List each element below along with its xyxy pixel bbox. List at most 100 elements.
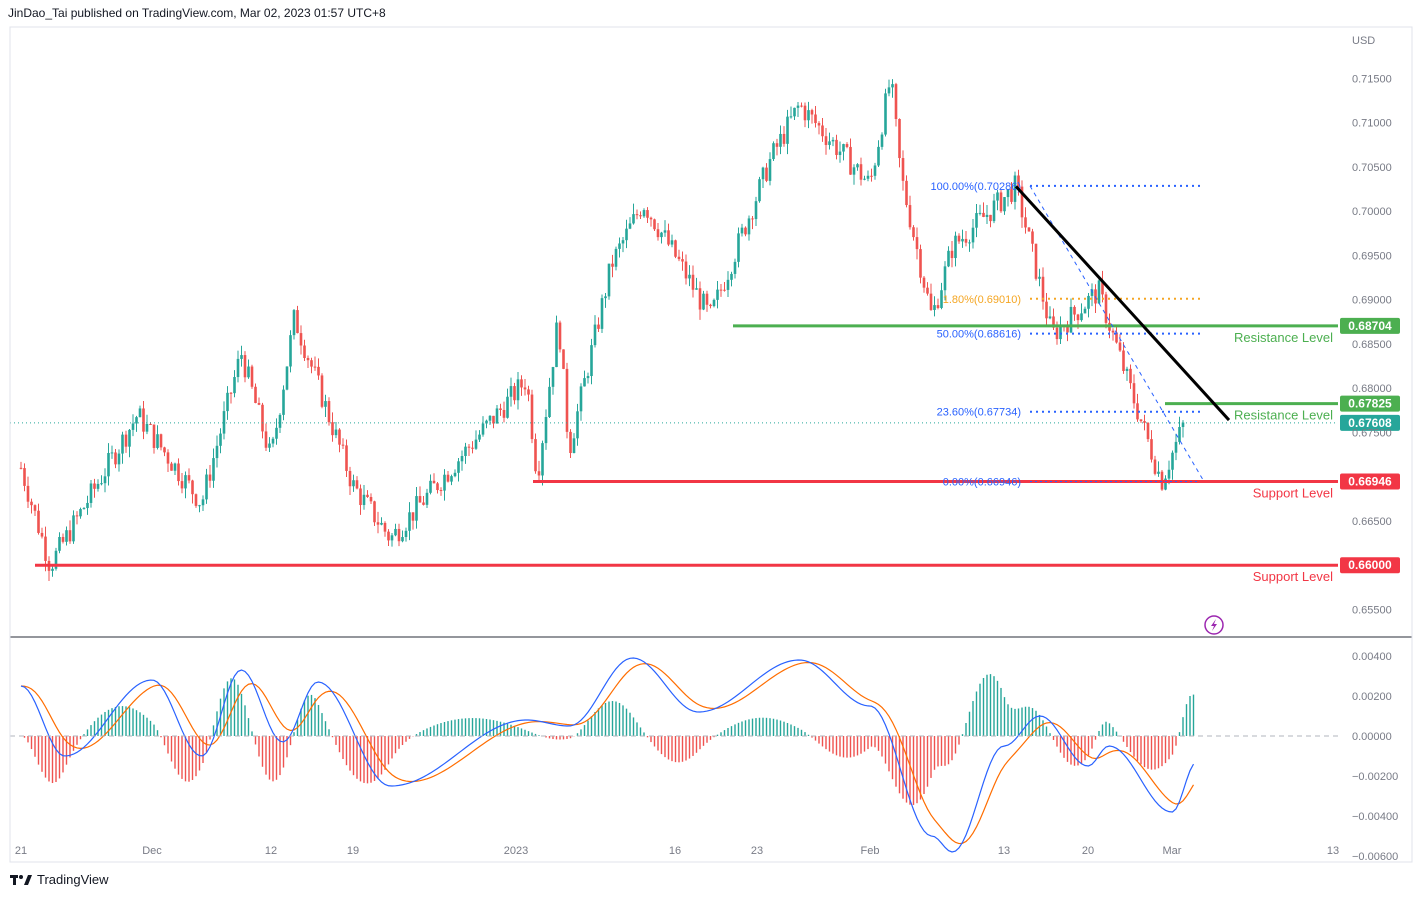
candle-body [653, 219, 656, 230]
candle-body [737, 233, 740, 262]
candle-body [968, 242, 971, 244]
level-price-tag [1340, 557, 1400, 574]
candle-body [285, 366, 289, 390]
fib-level-label: 100.00%(0.70286) [930, 181, 1021, 193]
candle-body [149, 423, 152, 425]
candle-body [471, 447, 474, 449]
fibonacci-retracement[interactable]: 100.00%(0.70286) 1.80%(0.69010) 50.00%(0.6… [930, 181, 1205, 489]
candle-body [1122, 350, 1125, 372]
candle-body [82, 508, 86, 510]
candle-body [19, 467, 23, 469]
candle-body [674, 240, 677, 257]
candle-body [541, 443, 544, 476]
level-label: Resistance Level [1234, 408, 1333, 423]
chart-frame [10, 27, 1412, 862]
tradingview-footer[interactable]: TradingView [10, 872, 109, 887]
candle-body [544, 417, 548, 444]
candle-body [642, 210, 646, 217]
trendline[interactable] [1014, 185, 1231, 422]
candle-body [369, 497, 373, 502]
candle-body [943, 266, 947, 291]
candle-body [376, 522, 380, 525]
candle-body [597, 324, 600, 329]
candle-body [1146, 422, 1150, 440]
candle-body [65, 530, 68, 542]
candle-body [537, 471, 541, 476]
candle-body [128, 429, 131, 447]
candle-body [303, 345, 306, 358]
candle-body [971, 227, 975, 243]
candle-body [170, 463, 173, 471]
candle-body [390, 535, 394, 541]
candle-body [1059, 325, 1062, 340]
publisher-header: JinDao_Tai published on TradingView.com,… [8, 6, 386, 20]
candle-body [289, 335, 292, 367]
candle-body [562, 349, 565, 369]
candle-body [355, 480, 359, 489]
candle-body [296, 310, 299, 334]
date-tick-label: 12 [265, 845, 277, 857]
candle-body [1031, 231, 1034, 244]
candle-body [450, 476, 453, 482]
candle-body [229, 392, 233, 394]
candle-body [156, 434, 159, 448]
candle-body [639, 215, 642, 217]
candle-body [978, 212, 982, 214]
candle-body [348, 470, 352, 487]
candle-body [975, 213, 978, 228]
candle-body [380, 522, 383, 525]
horizontal-levels[interactable]: Resistance Level 0.68704 Resistance Level 0… [35, 317, 1400, 584]
candle-body [555, 322, 558, 368]
candle-body [159, 434, 163, 448]
candle-body [110, 452, 114, 454]
candle-body [719, 289, 723, 291]
candle-body [387, 531, 390, 541]
candle-body [845, 144, 849, 147]
candle-body [89, 483, 93, 503]
candle-body [1132, 383, 1136, 404]
candle-body [786, 116, 789, 144]
candle-body [1129, 368, 1132, 384]
candle-body [240, 355, 243, 359]
candle-body [677, 256, 681, 260]
level-label: Resistance Level [1234, 330, 1333, 345]
candle-body [936, 305, 940, 308]
candle-body [933, 305, 936, 310]
candle-body [835, 139, 838, 155]
candle-body [891, 84, 894, 88]
candle-body [996, 192, 999, 201]
candle-body [523, 387, 527, 390]
lightning-icon[interactable] [1204, 615, 1224, 635]
candle-body [366, 494, 369, 498]
candle-body [628, 223, 632, 229]
candle-body [502, 409, 506, 418]
candle-body [964, 238, 968, 243]
candle-body [730, 273, 733, 280]
candle-body [26, 485, 30, 502]
candle-body [383, 522, 387, 532]
candle-body [460, 456, 464, 462]
candle-body [58, 536, 61, 551]
candle-body [849, 146, 852, 175]
candle-body [121, 434, 124, 454]
candle-body [152, 424, 156, 448]
candle-body [278, 414, 282, 428]
candle-body [1083, 308, 1087, 314]
candle-body [33, 505, 37, 511]
candle-body [96, 483, 100, 489]
macd-tick-label: −0.00600 [1352, 851, 1398, 863]
candle-body [873, 165, 877, 176]
candle-body [117, 453, 121, 465]
candle-body [513, 386, 516, 401]
candle-body [257, 402, 261, 405]
candle-body [166, 452, 170, 464]
candle-body [415, 496, 418, 521]
macd-tick-label: −0.00200 [1352, 771, 1398, 783]
candle-body [656, 229, 660, 238]
level-price-tag-text: 0.66000 [1348, 558, 1392, 572]
fib-level-label: 50.00%(0.68616) [937, 329, 1021, 341]
candle-body [740, 227, 744, 234]
candle-body [1038, 276, 1041, 279]
candle-body [68, 530, 72, 542]
